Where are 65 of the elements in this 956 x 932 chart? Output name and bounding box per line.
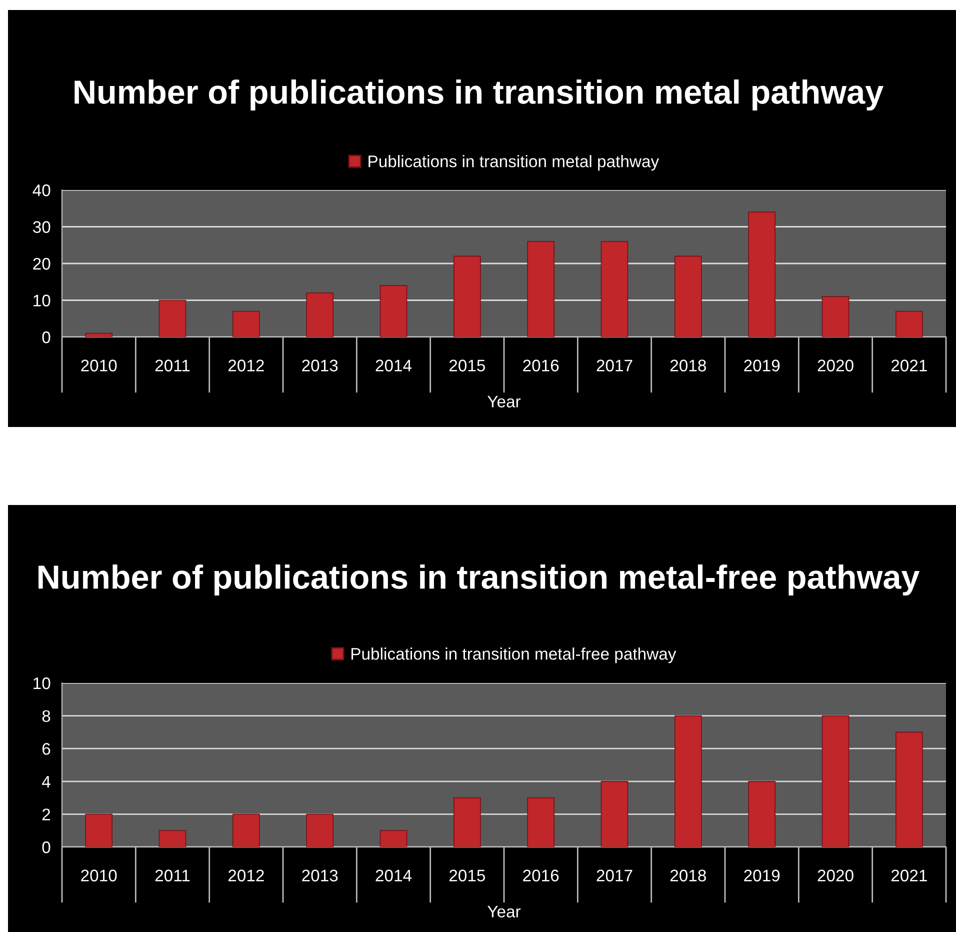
bar [822,715,850,847]
y-tick-label: 20 [33,258,50,270]
bar [674,715,702,847]
bar [527,241,555,337]
x-tick-label: 2012 [228,870,264,882]
x-tick-label: 2020 [818,870,854,882]
bar [822,296,850,337]
x-tick-label: 2017 [596,870,632,882]
x-tick-label: 2011 [155,360,190,372]
x-tick-label: 2015 [449,360,486,372]
x-tick-label: 2011 [155,870,190,882]
bar [748,212,776,337]
x-axis-title: Year [488,396,521,408]
bar [600,780,628,847]
bar [85,332,113,337]
x-tick-label: 2021 [891,360,927,372]
x-axis-title: Year [488,906,521,918]
bar [232,310,260,337]
x-tick-label: 2010 [81,360,117,372]
bar [306,292,334,337]
bar [600,241,628,337]
x-tick-label: 2017 [596,360,632,372]
x-tick-label: 2016 [523,870,559,882]
y-tick-label: 0 [42,841,50,854]
x-tick-label: 2018 [670,870,706,882]
x-tick-label: 2010 [81,870,117,882]
y-tick-label: 10 [34,294,50,306]
legend-label: Publications in transition metal pathway [368,155,660,171]
x-tick-label: 2016 [523,360,559,372]
x-tick-label: 2014 [376,870,412,882]
bar [158,300,186,337]
bar [453,256,481,337]
x-tick-label: 2018 [670,360,706,372]
bar [674,256,702,337]
bar [158,830,186,847]
y-tick-label: 4 [42,776,50,788]
bar [895,310,923,337]
x-tick-label: 2015 [449,870,486,882]
x-tick-label: 2012 [228,360,264,372]
y-tick-label: 40 [32,184,50,196]
x-tick-label: 2019 [744,360,780,372]
y-tick-label: 0 [42,331,50,344]
x-tick-label: 2020 [818,360,854,372]
bar [748,780,776,847]
x-tick-label: 2013 [302,360,338,372]
bar [85,814,113,847]
y-tick-label: 2 [42,808,50,820]
x-tick-label: 2014 [376,360,412,372]
chart-title: Number of publications in transition metal-free pathway [38,564,920,596]
y-tick-label: 10 [34,677,50,690]
legend-label: Publications in transition metal-free pathway [352,648,676,664]
bar [380,285,408,337]
y-tick-label: 6 [42,743,50,755]
bar [380,830,408,847]
y-tick-label: 30 [32,221,50,233]
x-tick-label: 2021 [891,870,927,882]
x-tick-label: 2019 [744,870,780,882]
y-tick-label: 8 [42,710,50,722]
bar [232,814,260,847]
chart-title: Number of publications in transition metal pathway [74,79,884,111]
bar [527,797,555,847]
bar [306,814,334,847]
x-tick-label: 2013 [302,870,338,882]
bar [453,797,481,847]
bar [895,732,923,847]
